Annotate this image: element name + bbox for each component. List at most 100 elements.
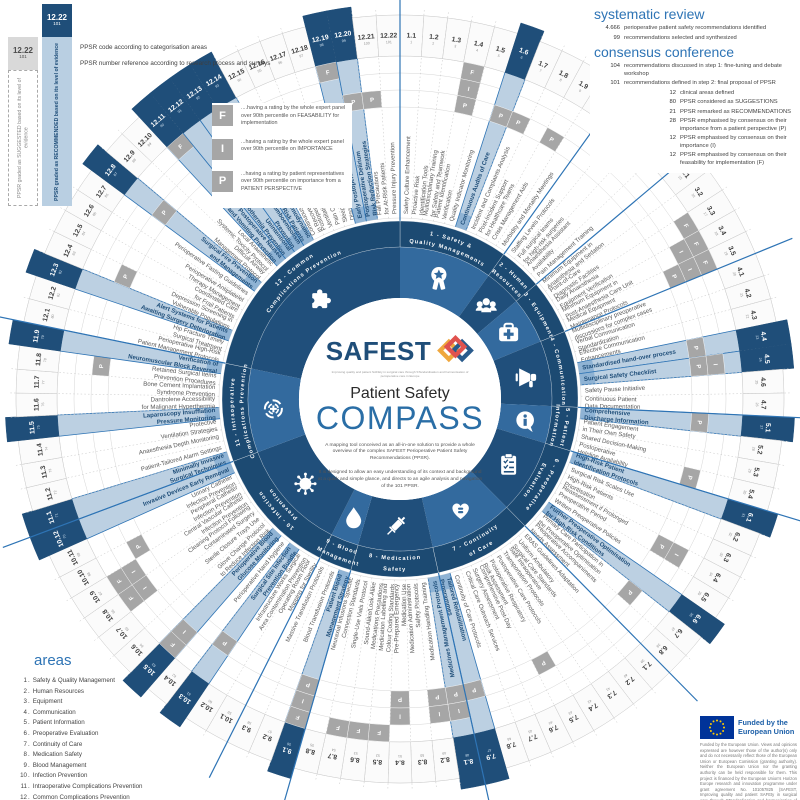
svg-text:I: I [677, 250, 683, 255]
svg-text:P: P [398, 696, 402, 702]
badge-F-text: ....having a rating by the whole expert … [241, 105, 346, 127]
svg-text:64: 64 [139, 643, 145, 649]
svg-text:21: 21 [739, 293, 744, 298]
ppsr-mark-cell-I [705, 353, 726, 376]
svg-text:F: F [178, 144, 185, 151]
svg-text:37: 37 [670, 626, 676, 632]
svg-text:84: 84 [81, 231, 86, 236]
svg-text:11.6: 11.6 [33, 398, 40, 411]
area-item-3: 3. Equipment [23, 698, 63, 706]
svg-text:29: 29 [747, 468, 752, 473]
svg-text:7.8: 7.8 [505, 740, 516, 750]
stat-row: 28 PPSR emphasised by consensus on their … [669, 118, 787, 132]
droplet-icon [346, 507, 362, 529]
syringe-icon [387, 516, 406, 535]
svg-text:I: I [131, 569, 137, 574]
systematic-review-rows: 4.666 perioperative patient safety recomm… [594, 25, 796, 42]
svg-text:73: 73 [48, 468, 53, 473]
svg-text:11.5: 11.5 [29, 421, 37, 435]
svg-text:P: P [370, 98, 375, 104]
svg-text:83: 83 [71, 251, 76, 256]
svg-text:P: P [626, 588, 633, 595]
svg-text:11.8: 11.8 [35, 353, 43, 367]
svg-text:11.4: 11.4 [36, 443, 45, 457]
ppsr-mark-cell-I [170, 618, 198, 646]
svg-text:12.4: 12.4 [63, 243, 75, 258]
svg-text:46: 46 [507, 736, 512, 741]
svg-text:8.6: 8.6 [350, 755, 360, 763]
svg-text:25: 25 [754, 380, 758, 384]
svg-text:48: 48 [465, 753, 470, 758]
ppsr-highlight-notch [295, 226, 314, 246]
svg-text:P: P [123, 274, 130, 280]
svg-text:56: 56 [287, 741, 292, 746]
svg-text:F: F [701, 260, 708, 266]
svg-text:F: F [128, 594, 135, 601]
svg-text:Pressure Injury Prevention: Pressure Injury Prevention [389, 142, 398, 214]
svg-text:1.5: 1.5 [495, 45, 506, 54]
svg-text:3.3: 3.3 [705, 205, 716, 217]
svg-text:I: I [467, 87, 470, 93]
svg-text:4.4: 4.4 [759, 331, 768, 342]
svg-text:66: 66 [110, 609, 116, 615]
area-item-2: 2. Human Resources [23, 687, 84, 695]
ppsr-highlight-notch [276, 239, 295, 259]
medical-bag-icon [499, 322, 519, 342]
puzzle-icon [309, 289, 331, 312]
badge-P: P [212, 170, 233, 192]
svg-text:6: 6 [520, 55, 523, 59]
ppsr-item-11.6: 11.6 76 Dantrolene Accessibilityfor Malign… [9, 392, 220, 418]
svg-text:P: P [306, 681, 312, 688]
svg-text:11.9: 11.9 [32, 329, 41, 343]
stat-row: 12 PPSR emphasised by consensus on their … [669, 135, 787, 149]
svg-text:32: 32 [728, 532, 733, 537]
svg-text:91: 91 [177, 108, 183, 114]
svg-text:28: 28 [751, 447, 756, 452]
legend-suggested-sample: 12.22 101 [8, 37, 38, 70]
svg-text:85: 85 [92, 211, 97, 216]
svg-text:P: P [540, 659, 546, 666]
svg-text:7.3: 7.3 [605, 688, 617, 699]
ppsr-mark-cell-I [428, 704, 451, 724]
svg-text:P: P [686, 475, 693, 480]
svg-text:41: 41 [605, 686, 611, 692]
svg-text:I: I [399, 713, 401, 719]
heart-icon [452, 503, 469, 520]
svg-text:I: I [182, 628, 188, 634]
legend-recommended-caption: PPSR graded as RECOMMENDED based on its … [53, 42, 60, 201]
ppsr-highlight-notch [542, 502, 562, 521]
ppsr-mark-cell-I [664, 542, 690, 569]
svg-text:12.19: 12.19 [311, 34, 329, 45]
svg-text:79: 79 [41, 335, 46, 340]
svg-text:2: 2 [432, 42, 434, 46]
svg-text:6.3: 6.3 [721, 551, 732, 563]
svg-text:P: P [351, 100, 356, 107]
ppsr-item-1.2: 1.22 Proactive RiskIdentification Tools [411, 8, 448, 219]
svg-text:12.3: 12.3 [49, 262, 60, 277]
svg-text:5.2: 5.2 [755, 444, 763, 455]
svg-text:Fall Precautionsfor At-Risk Pa: Fall Precautionsfor At-Risk Patients [372, 162, 391, 215]
svg-text:5.4: 5.4 [746, 488, 755, 499]
svg-text:94: 94 [237, 78, 242, 83]
svg-text:89: 89 [147, 142, 153, 148]
svg-text:81: 81 [56, 293, 61, 298]
svg-text:3: 3 [454, 44, 457, 48]
svg-text:74: 74 [44, 447, 49, 452]
areas-title: areas [34, 652, 72, 669]
svg-text:42: 42 [587, 699, 593, 705]
ppsr-highlight-notch [428, 575, 443, 593]
svg-text:P: P [462, 103, 467, 110]
sector-band-11 [248, 368, 306, 453]
svg-text:4.5: 4.5 [762, 354, 770, 364]
stat-row: 99 recommendations selected and synthesiz… [613, 34, 737, 41]
svg-text:16: 16 [690, 193, 696, 199]
fip-row-P: P ...having a rating by patient represen… [212, 170, 352, 194]
svg-text:101: 101 [386, 40, 392, 44]
svg-text:6.4: 6.4 [711, 571, 722, 583]
